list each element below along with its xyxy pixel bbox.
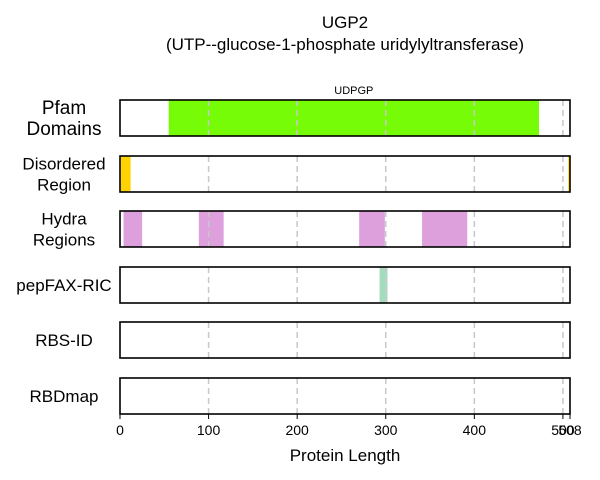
track-4: RBS-ID: [35, 321, 571, 359]
x-tick-label-4: 400: [463, 422, 487, 438]
track-0-frame: [119, 99, 571, 137]
track-1-segment-0: [120, 156, 131, 192]
track-4-frame: [119, 321, 571, 359]
x-tick-label-0: 0: [116, 422, 124, 438]
tracks-layer: UDPGP Pfam Domains Disordered Region Hydra Reg…: [16, 85, 571, 415]
track-label-2: Hydra Regions: [33, 209, 95, 249]
x-tick-label-6: 508: [558, 422, 582, 438]
track-0-segment-0: [168, 100, 539, 136]
track-1: Disordered Region: [22, 154, 571, 194]
track-5: RBDmap: [30, 377, 571, 415]
chart-title: UGP2: [322, 13, 368, 32]
track-2-segment-2: [359, 211, 385, 247]
track-label-0: Pfam Domains: [27, 98, 102, 140]
x-tick-label-1: 100: [197, 422, 221, 438]
track-label-5: RBDmap: [30, 387, 99, 406]
track-5-frame: [119, 377, 571, 415]
track-3-frame: [119, 266, 571, 304]
track-3-segment-0: [379, 267, 388, 303]
track-3: pepFAX-RIC: [16, 266, 571, 304]
track-2: Hydra Regions: [33, 209, 571, 249]
track-label-4: RBS-ID: [35, 331, 93, 350]
track-0: UDPGP Pfam Domains: [27, 85, 571, 140]
track-2-frame: [119, 210, 571, 248]
x-tick-label-3: 300: [374, 422, 398, 438]
track-2-segment-1: [198, 211, 224, 247]
x-tick-label-5: 500: [551, 422, 575, 438]
track-2-segment-3: [422, 211, 468, 247]
segment-label: UDPGP: [334, 85, 373, 97]
track-1-segment-1: [568, 156, 570, 192]
track-label-1: Disordered Region: [22, 154, 105, 194]
track-1-frame: [119, 155, 571, 193]
track-label-3: pepFAX-RIC: [16, 276, 111, 295]
chart-subtitle: (UTP--glucose-1-phosphate uridylyltransf…: [166, 35, 524, 54]
track-2-segment-0: [123, 211, 143, 247]
x-axis-label: Protein Length: [290, 446, 401, 465]
x-tick-label-2: 200: [285, 422, 309, 438]
